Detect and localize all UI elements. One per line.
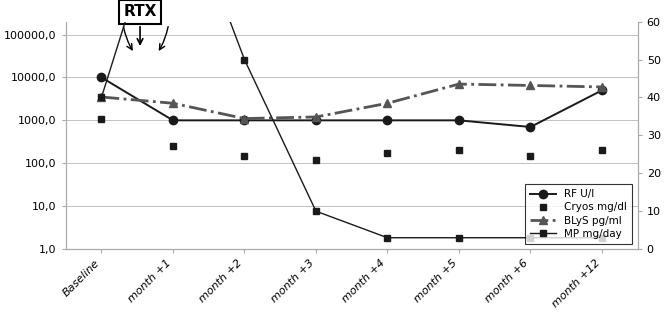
- Legend: RF U/l, Cryos mg/dl, BLyS pg/ml, MP mg/day: RF U/l, Cryos mg/dl, BLyS pg/ml, MP mg/d…: [525, 184, 632, 244]
- Text: RTX: RTX: [124, 4, 157, 19]
